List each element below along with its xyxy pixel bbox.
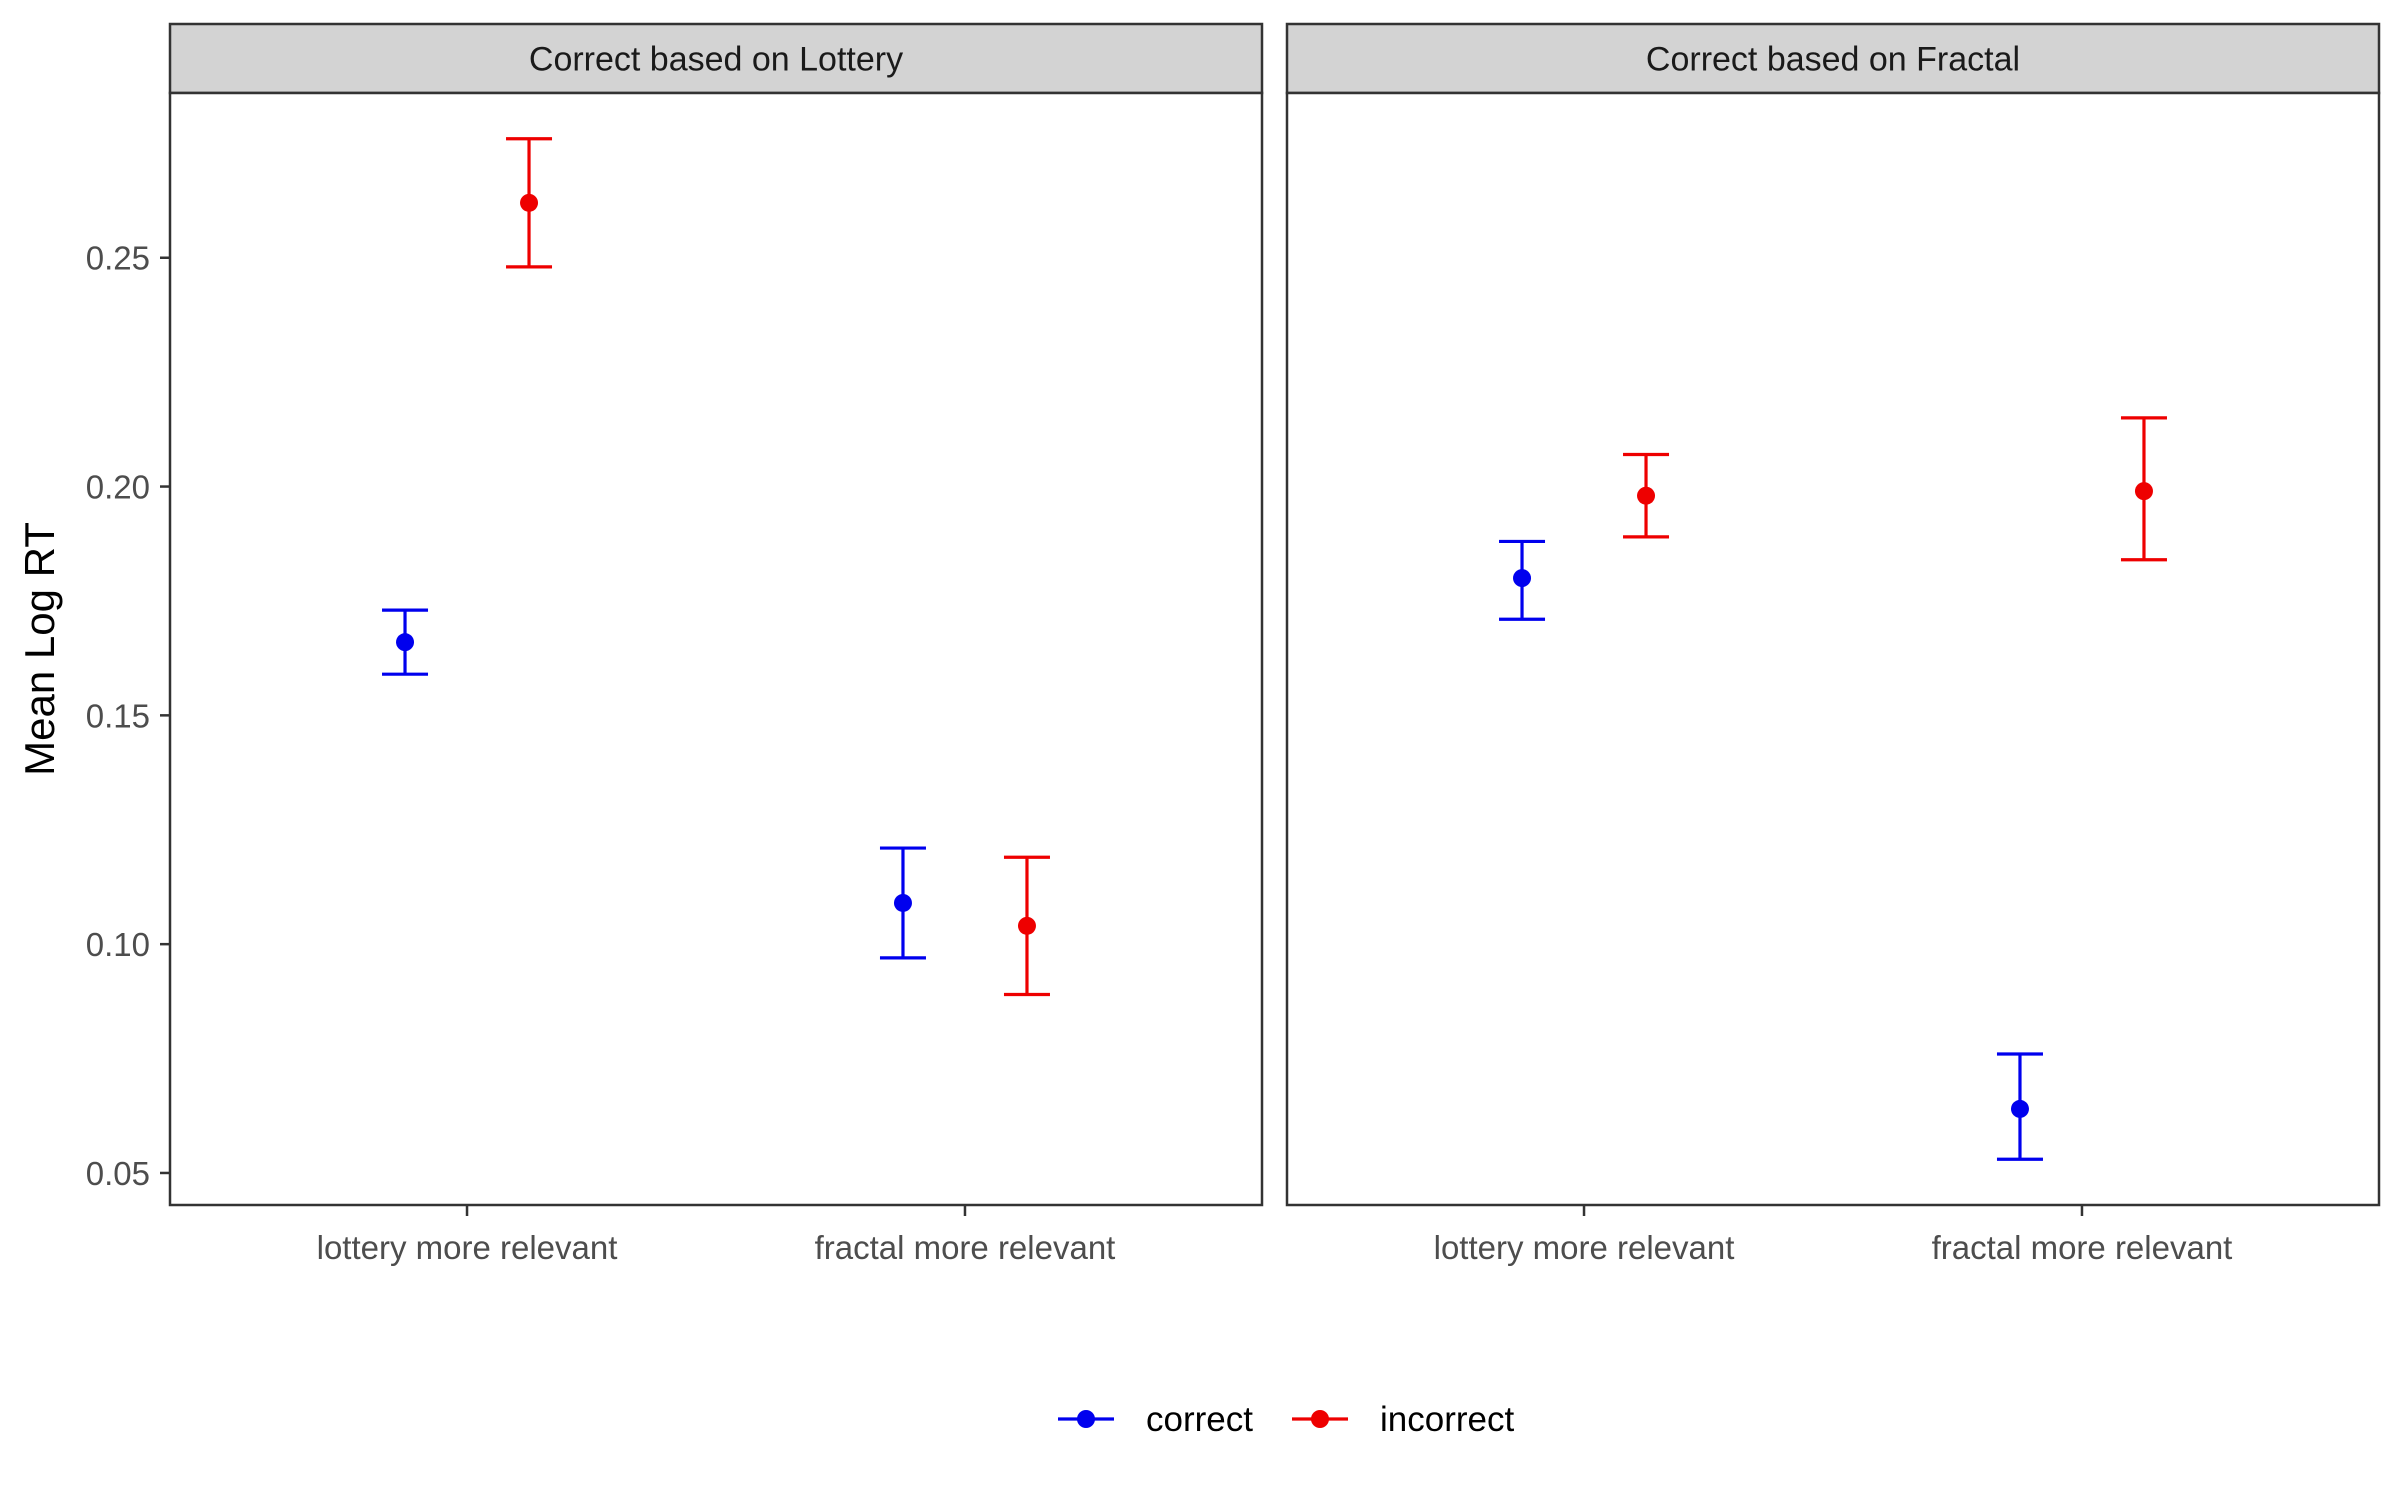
legend-item-incorrect: incorrect	[1292, 1400, 1514, 1439]
data-point-incorrect	[2134, 482, 2153, 501]
legend-item-correct: correct	[1058, 1400, 1253, 1439]
legend: correct incorrect	[1058, 1400, 1514, 1439]
x-tick-label: lottery more relevant	[1434, 1229, 1735, 1266]
data-point-correct	[396, 633, 415, 652]
errorbar-incorrect	[506, 137, 553, 269]
legend-key-point	[1311, 1410, 1329, 1428]
facet-strip	[1285, 22, 2381, 95]
facet-strip-title: Correct based on Lottery	[529, 41, 903, 79]
y-tick-label: 0.15	[86, 697, 150, 734]
facet-strip-title: Correct based on Fractal	[1646, 41, 2020, 79]
errorbar-incorrect	[2120, 416, 2167, 562]
facet-panel-1: Correct based on Lottery lottery more rel…	[168, 22, 1264, 1266]
legend-label: correct	[1146, 1400, 1253, 1439]
y-axis-title: Mean Log RT	[16, 522, 63, 776]
data-point-incorrect	[1637, 486, 1656, 505]
legend-key-point	[1077, 1410, 1095, 1428]
errorbar-incorrect	[1623, 452, 1670, 539]
y-tick-label: 0.25	[86, 240, 150, 277]
errorbar-correct	[382, 608, 429, 676]
facet-panel-2: Correct based on Fractal lottery more rel…	[1285, 22, 2381, 1266]
y-tick-label: 0.10	[86, 926, 150, 963]
data-point-incorrect	[1017, 916, 1036, 935]
errorbar-correct	[879, 846, 926, 960]
panel-border	[1285, 91, 2381, 1207]
x-tick-label: fractal more relevant	[1932, 1229, 2233, 1266]
data-point-correct	[1513, 569, 1532, 588]
data-point-correct	[893, 893, 912, 912]
panel-border	[168, 91, 1264, 1207]
data-point-incorrect	[520, 193, 539, 212]
legend-label: incorrect	[1380, 1400, 1514, 1439]
x-tick-label: lottery more relevant	[317, 1229, 618, 1266]
y-tick-label: 0.05	[86, 1155, 150, 1192]
errorbar-incorrect	[1003, 855, 1050, 997]
y-tick-label: 0.20	[86, 469, 150, 506]
errorbar-correct	[1996, 1052, 2043, 1161]
facet-strip	[168, 22, 1264, 95]
errorbar-correct	[1499, 539, 1546, 621]
x-tick-label: fractal more relevant	[815, 1229, 1116, 1266]
data-point-correct	[2010, 1099, 2029, 1118]
